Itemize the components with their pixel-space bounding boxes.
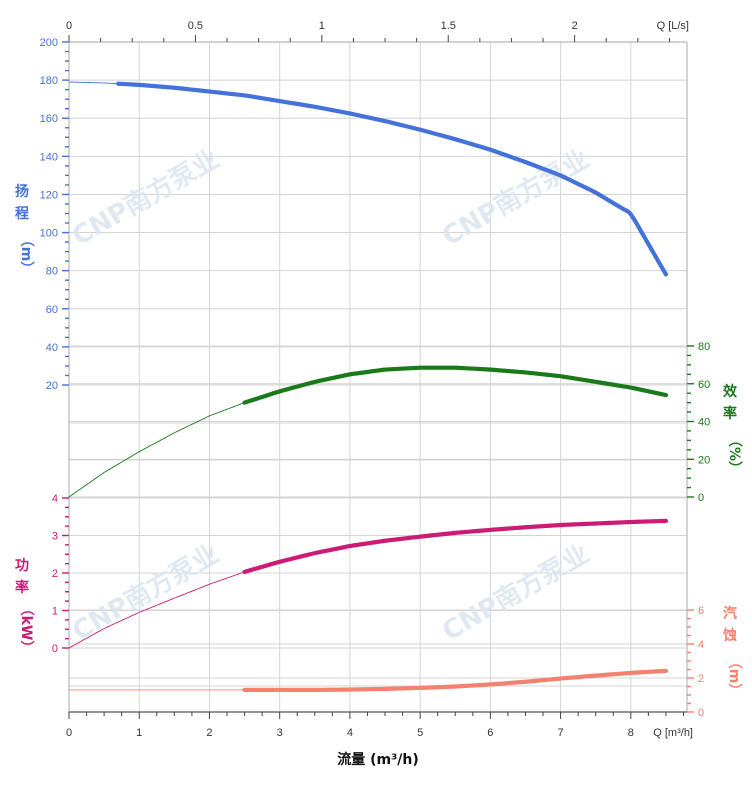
axis-title-eff: 效率 （%）: [723, 383, 742, 475]
watermark: CNP南方泵业: [67, 143, 224, 252]
grid-layer: [68, 41, 687, 713]
axis-tick-label: 80: [46, 266, 58, 278]
axis-tick-label: 6: [698, 605, 704, 617]
axis-title-char: 汽: [723, 605, 737, 622]
axis-tick-label: 3: [52, 531, 58, 543]
series-eff: [68, 365, 669, 498]
curve-thick-head: [116, 81, 669, 277]
curve-thin-eff: [68, 402, 246, 498]
axis-tick-label: 4: [347, 727, 353, 739]
axis-title-char: 功: [15, 558, 29, 574]
axis-tick-label: 2: [572, 20, 578, 32]
axis-tick-label: 7: [558, 727, 564, 739]
axis-tick-label: 60: [698, 379, 710, 391]
axis-tick-label: 2: [206, 727, 212, 739]
axis-tick-label: 8: [628, 727, 634, 739]
axis-tick-label: 120: [40, 189, 58, 201]
curve-layer: [68, 81, 669, 693]
axis-tick-label: 0: [66, 20, 72, 32]
axis-tick-label: 0: [698, 707, 704, 719]
series-power: [68, 518, 669, 649]
curve-thick-eff: [242, 365, 669, 405]
axis-tick-label: 0.5: [188, 20, 203, 32]
axis-title-char: 率: [15, 579, 29, 596]
axis-title-unit: （m）: [726, 655, 742, 698]
axis-tick-label: 4: [52, 493, 58, 505]
axis-tick-label: 40: [698, 417, 710, 429]
axis-tick-label: 80: [698, 341, 710, 353]
axis-tick-label: 5: [417, 727, 423, 739]
curve-thick-power: [242, 518, 669, 574]
axis-tick-label: 0: [52, 643, 58, 655]
axis-tick-label: 4: [698, 639, 704, 651]
label-layer: 0 0.5 1 1.5 2 Q [L/s] 0 1 2 3 4 5 6 7 8 Q [m³/h] 流量 (m³/…: [15, 20, 742, 768]
axis-layer: [62, 35, 694, 719]
axis-tick-label: 1: [319, 20, 325, 32]
watermark: CNP南方泵业: [437, 538, 594, 647]
axis-tick-label: 2: [52, 568, 58, 580]
axis-title-char: 效: [723, 383, 738, 400]
axis-title-char: 程: [15, 206, 29, 222]
axis-tick-label: 140: [40, 151, 58, 163]
axis-tick-label: 1: [52, 606, 58, 618]
curve-thin-head: [68, 81, 119, 85]
curve-thick-npsh: [242, 668, 669, 693]
axis-tick-label: 0: [698, 492, 704, 504]
axis-tick-label: 20: [698, 454, 710, 466]
axis-tick-label: 1.5: [441, 20, 456, 32]
axis-title-char: 率: [723, 405, 737, 422]
axis-title-power: 功率 （kW）: [15, 558, 34, 654]
axis-tick-label: 180: [40, 75, 58, 87]
axis-title-char: 扬: [15, 183, 29, 200]
axis-tick-label: 3: [277, 727, 283, 739]
axis-tick-label: 40: [46, 342, 58, 354]
axis-tick-label: 1: [136, 727, 142, 739]
x-axis-bottom-title: Q [m³/h]: [653, 727, 693, 739]
axis-title-unit: （kW）: [18, 602, 34, 655]
axis-title-char: 蚀: [722, 627, 737, 644]
watermark: CNP南方泵业: [67, 538, 224, 647]
axis-tick-label: 160: [40, 113, 58, 125]
axis-title-unit: （m）: [18, 233, 34, 276]
axis-tick-label: 0: [66, 727, 72, 739]
axis-tick-label: 2: [698, 673, 704, 685]
axis-tick-label: 60: [46, 304, 58, 316]
series-npsh: [68, 668, 669, 693]
x-axis-label: 流量 (m³/h): [337, 751, 418, 768]
axis-tick-label: 20: [46, 380, 58, 392]
axis-title-unit: （%）: [726, 433, 742, 475]
axis-tick-label: 6: [487, 727, 493, 739]
axis-tick-label: 100: [40, 228, 58, 240]
x-axis-top-title: Q [L/s]: [657, 20, 689, 32]
axis-title-head: 扬程 （m）: [15, 183, 34, 275]
axis-tick-label: 200: [40, 37, 58, 49]
axis-title-npsh: 汽蚀 （m）: [722, 605, 742, 697]
curve-thin-power: [68, 571, 246, 649]
series-head: [68, 81, 669, 277]
